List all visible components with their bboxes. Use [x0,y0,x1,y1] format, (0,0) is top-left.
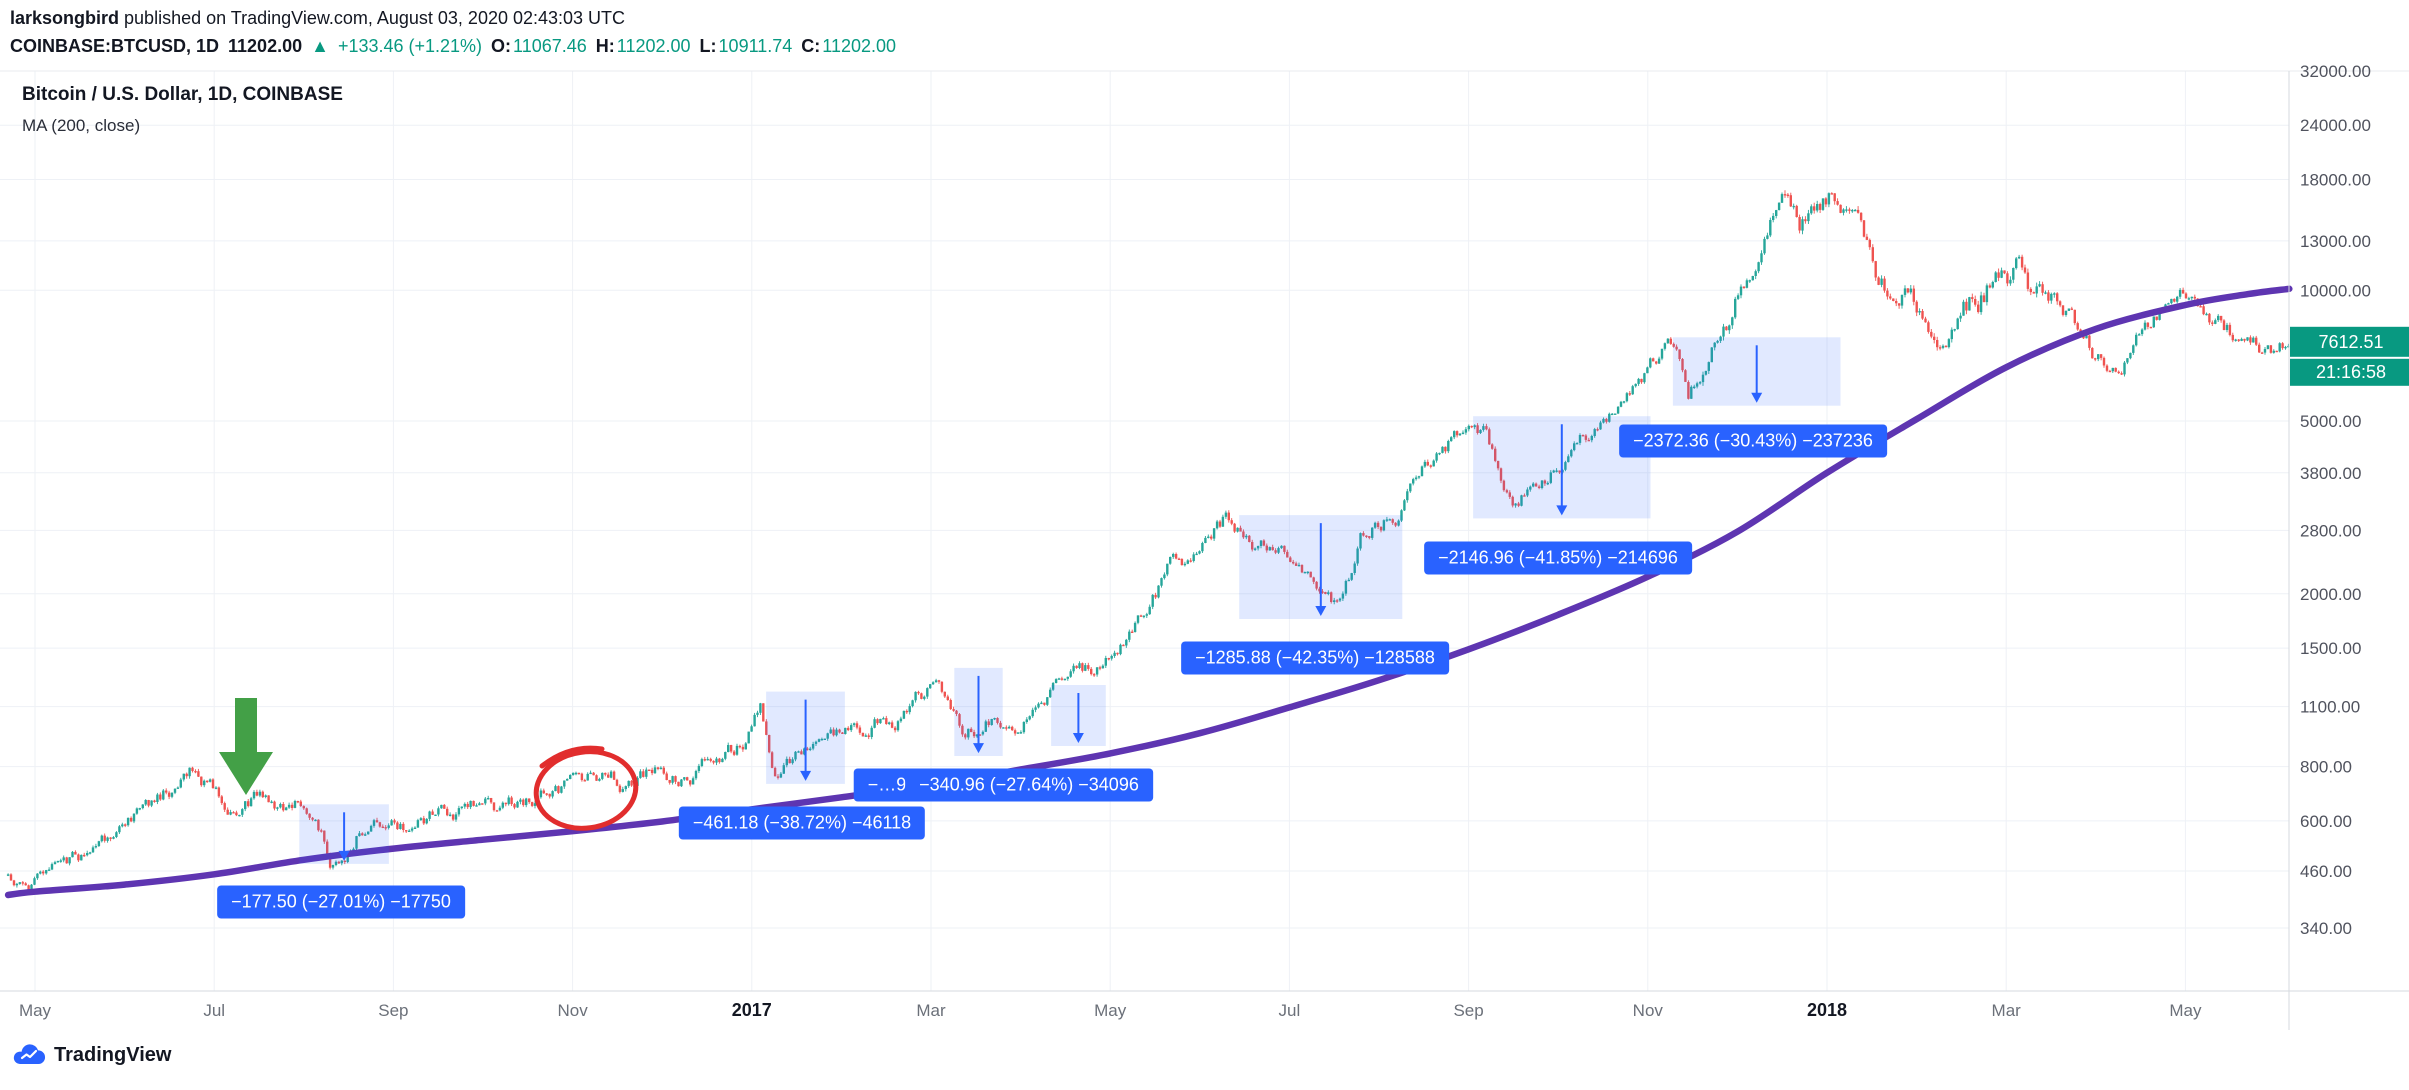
measurement-label[interactable]: −1285.88 (−42.35%) −128588 [1181,641,1449,675]
time-tick-label: Nov [557,1001,588,1020]
high-number: 11202.00 [616,36,691,56]
measurement-arrowhead [1072,733,1084,743]
measurement-arrowhead [1556,505,1568,516]
measurement-arrowhead [1751,392,1763,403]
last-price-badge-value: 7612.51 [2318,332,2383,352]
price-tick-label: 1500.00 [2300,639,2361,658]
legend-symbol-title[interactable]: Bitcoin / U.S. Dollar, 1D, COINBASE [22,84,343,105]
time-tick-label: May [1094,1001,1127,1020]
price-tick-label: 2800.00 [2300,521,2361,540]
low-label: L: [699,36,717,56]
time-tick-label: Nov [1633,1001,1664,1020]
symbol-ohlc-line: COINBASE:BTCUSD, 1D 11202.00 ▲ +133.46 (… [10,36,905,57]
price-tick-label: 10000.00 [2300,281,2371,300]
countdown-badge [2290,358,2409,386]
open-number: 11067.46 [513,36,587,56]
high-value: H: 11202.00 [596,36,691,57]
time-tick-label: Jul [1279,1001,1301,1020]
footer: TradingView [12,1042,171,1068]
brand-name[interactable]: TradingView [54,1043,172,1066]
close-label: C: [801,36,821,56]
measurement-label[interactable]: −2372.36 (−30.43%) −237236 [1619,424,1887,458]
measurement-label[interactable]: −177.50 (−27.01%) −17750 [217,885,465,919]
last-price-badge [2290,326,2409,357]
measurement-arrowhead [338,850,350,861]
time-tick-label: 2018 [1807,1000,1847,1020]
low-number: 10911.74 [718,36,793,56]
countdown-badge-value: 21:16:58 [2316,362,2386,382]
price-change: +133.46 (+1.21%) [337,36,483,56]
price-tick-label: 460.00 [2300,862,2352,881]
open-label: O: [491,36,512,56]
time-tick-label: May [2169,1001,2202,1020]
candlestick-series[interactable] [6,190,2290,893]
chart-legend: Bitcoin / U.S. Dollar, 1D, COINBASE MA (… [22,84,343,136]
price-tick-label: 1100.00 [2300,698,2360,717]
tradingview-logo-icon[interactable] [12,1042,46,1068]
last-price: 11202.00 [228,36,303,56]
price-tick-label: 2000.00 [2300,585,2361,604]
low-value: L: 10911.74 [700,36,793,57]
price-tick-label: 5000.00 [2300,412,2361,431]
time-tick-label: Mar [916,1001,946,1020]
price-tick-label: 13000.00 [2300,232,2371,251]
measurement-label[interactable]: −340.96 (−27.64%) −34096 [905,768,1153,802]
time-tick-label: Sep [1453,1001,1483,1020]
time-tick-label: May [19,1001,52,1020]
open-value: O: 11067.46 [491,36,587,57]
measurement-label[interactable]: −461.18 (−38.72%) −46118 [678,806,926,840]
measurement-label[interactable]: −2146.96 (−41.85%) −214696 [1424,541,1692,575]
measurement-arrowhead [973,743,984,754]
close-value: C: 11202.00 [801,36,896,57]
measurement-arrowhead [1315,606,1327,616]
publish-info: published on TradingView.com, August 03,… [119,8,626,28]
high-label: H: [595,36,615,56]
time-tick-label: Mar [1992,1001,2022,1020]
red-circle-annotation[interactable] [531,745,641,834]
publish-line: larksongbird published on TradingView.co… [10,8,905,29]
price-tick-label: 32000.00 [2300,62,2371,81]
time-tick-label: Jul [203,1001,225,1020]
price-tick-label: 24000.00 [2300,116,2371,135]
time-tick-label: 2017 [732,1000,772,1020]
time-tick-label: Sep [378,1001,408,1020]
price-tick-label: 800.00 [2300,758,2352,777]
up-arrow-icon: ▲ [311,36,329,56]
symbol-name: COINBASE:BTCUSD, 1D [10,36,220,56]
legend-ma-indicator[interactable]: MA (200, close) [22,116,141,135]
gridlines [0,70,2289,991]
price-tick-label: 340.00 [2300,919,2352,938]
price-tick-label: 600.00 [2300,812,2352,831]
red-circle-overdraw [539,745,605,769]
publisher-name: larksongbird [10,8,120,28]
close-number: 11202.00 [822,36,897,56]
price-tick-label: 18000.00 [2300,171,2371,190]
price-tick-label: 3800.00 [2300,464,2361,483]
measurement-arrowhead [800,770,812,781]
ma-200-line[interactable] [4,285,2293,899]
green-arrow-annotation[interactable] [219,698,273,795]
header: larksongbird published on TradingView.co… [10,8,905,57]
